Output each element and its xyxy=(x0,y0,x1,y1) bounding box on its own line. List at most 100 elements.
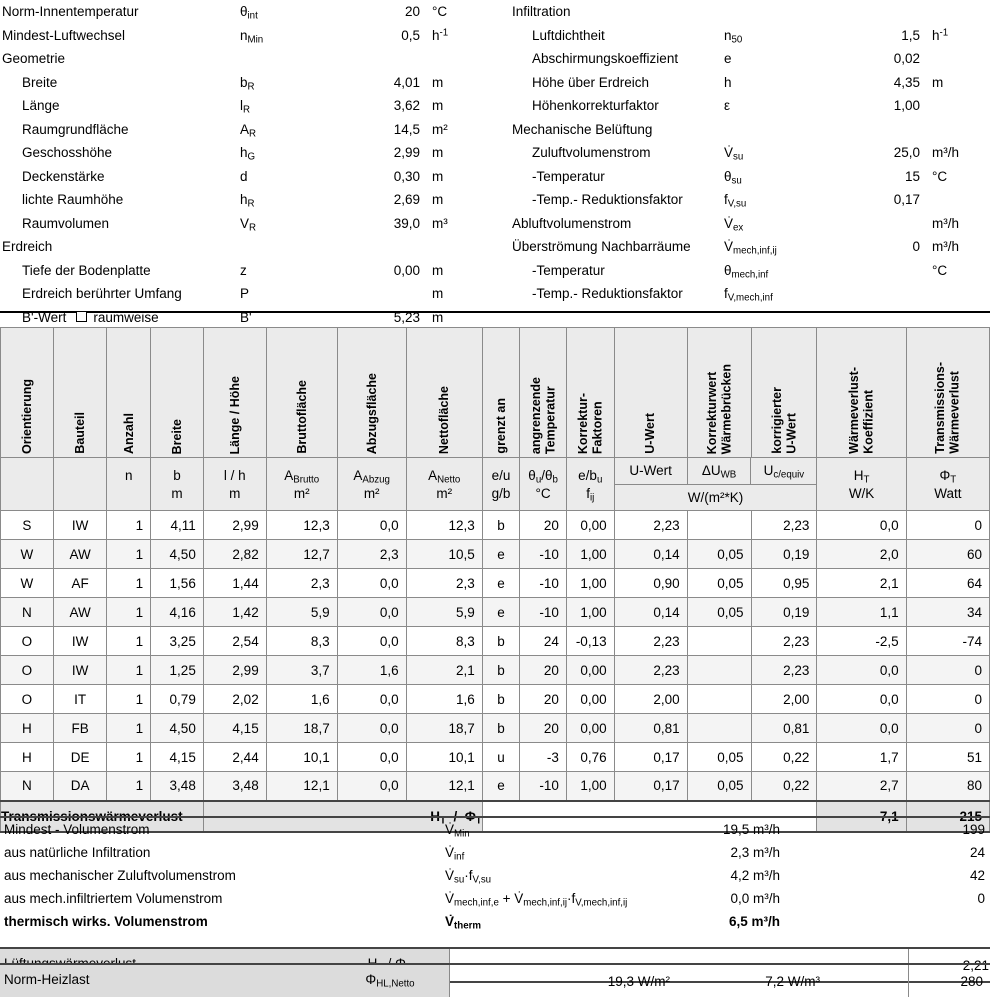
cell-uc[interactable]: 0,19 xyxy=(750,539,818,569)
cell-fkorr[interactable]: 1,00 xyxy=(565,597,615,627)
cell-uc[interactable]: 0,81 xyxy=(750,713,818,743)
cell-lh[interactable]: 2,99 xyxy=(202,510,267,540)
cell-grenzt[interactable]: b xyxy=(481,655,521,685)
cell-b[interactable]: 4,16 xyxy=(150,597,204,627)
cell-aabzug[interactable]: 0,0 xyxy=(336,684,407,714)
cell-bauteil[interactable]: IW xyxy=(52,626,108,656)
cell-n[interactable]: 1 xyxy=(106,568,152,598)
cell-bauteil[interactable]: FB xyxy=(52,713,108,743)
cell-b[interactable]: 1,25 xyxy=(150,655,204,685)
cell-abrutto[interactable]: 12,1 xyxy=(265,771,338,801)
cell-n[interactable]: 1 xyxy=(106,713,152,743)
cell-phit[interactable]: 34 xyxy=(905,597,991,627)
cell-abrutto[interactable]: 1,6 xyxy=(265,684,338,714)
parameter-value[interactable]: 0,00 xyxy=(393,262,420,278)
parameter-value[interactable]: 15 xyxy=(904,168,920,184)
cell-duwb[interactable] xyxy=(686,510,752,540)
cell-n[interactable]: 1 xyxy=(106,771,152,801)
parameter-value[interactable]: 4,35 xyxy=(893,74,920,90)
cell-b[interactable]: 4,50 xyxy=(150,539,204,569)
cell-duwb[interactable] xyxy=(686,655,752,685)
cell-phit[interactable]: 0 xyxy=(905,510,991,540)
parameter-value[interactable]: 5,23 xyxy=(393,309,420,325)
cell-n[interactable]: 1 xyxy=(106,626,152,656)
cell-uc[interactable]: 2,23 xyxy=(750,626,818,656)
table-row[interactable]: W AW 1 4,50 2,82 12,7 2,3 10,5 e -10 1,00 0,14 0,05 0… xyxy=(0,539,991,569)
parameter-value[interactable]: 39,0 xyxy=(393,215,420,231)
cell-lh[interactable]: 2,02 xyxy=(202,684,267,714)
cell-anetto[interactable]: 1,6 xyxy=(405,684,483,714)
parameter-value[interactable]: 0,30 xyxy=(393,168,420,184)
cell-abrutto[interactable]: 3,7 xyxy=(265,655,338,685)
cell-n[interactable]: 1 xyxy=(106,597,152,627)
parameter-value[interactable]: 2,99 xyxy=(393,145,420,160)
cell-lh[interactable]: 2,82 xyxy=(202,539,267,569)
cell-uwert[interactable]: 2,23 xyxy=(613,655,688,685)
cell-phit[interactable]: 60 xyxy=(905,539,991,569)
cell-temp[interactable]: -10 xyxy=(519,597,567,627)
cell-orient[interactable]: W xyxy=(0,539,54,569)
cell-ht[interactable]: 0,0 xyxy=(816,655,907,685)
cell-aabzug[interactable]: 0,0 xyxy=(336,597,407,627)
cell-aabzug[interactable]: 2,3 xyxy=(336,539,407,569)
cell-abrutto[interactable]: 10,1 xyxy=(265,742,338,772)
cell-aabzug[interactable]: 0,0 xyxy=(336,742,407,772)
cell-grenzt[interactable]: e xyxy=(481,539,521,569)
parameter-value[interactable]: 25,0 xyxy=(893,145,920,160)
cell-bauteil[interactable]: AW xyxy=(52,539,108,569)
cell-grenzt[interactable]: b xyxy=(481,713,521,743)
parameter-value[interactable]: 2,69 xyxy=(393,192,420,207)
cell-bauteil[interactable]: AF xyxy=(52,568,108,598)
cell-uc[interactable]: 0,22 xyxy=(750,771,818,801)
cell-phit[interactable]: 80 xyxy=(905,771,991,801)
table-row[interactable]: O IW 1 1,25 2,99 3,7 1,6 2,1 b 20 0,00 2,23 2,23 0,0 0 xyxy=(0,655,991,685)
cell-uwert[interactable]: 0,14 xyxy=(613,597,688,627)
cell-aabzug[interactable]: 0,0 xyxy=(336,510,407,540)
cell-temp[interactable]: 20 xyxy=(519,510,567,540)
cell-lh[interactable]: 3,48 xyxy=(202,771,267,801)
parameter-value[interactable]: 20 xyxy=(404,4,420,19)
cell-phit[interactable]: 51 xyxy=(905,742,991,772)
cell-duwb[interactable] xyxy=(686,626,752,656)
cell-aabzug[interactable]: 0,0 xyxy=(336,771,407,801)
cell-fkorr[interactable]: 1,00 xyxy=(565,539,615,569)
cell-anetto[interactable]: 18,7 xyxy=(405,713,483,743)
cell-orient[interactable]: N xyxy=(0,597,54,627)
cell-uwert[interactable]: 0,90 xyxy=(613,568,688,598)
cell-fkorr[interactable]: 0,00 xyxy=(565,713,615,743)
cell-phit[interactable]: -74 xyxy=(905,626,991,656)
table-row[interactable]: O IW 1 3,25 2,54 8,3 0,0 8,3 b 24 -0,13 2,23 2,23 -2,… xyxy=(0,626,991,656)
cell-uc[interactable]: 0,95 xyxy=(750,568,818,598)
table-row[interactable]: S IW 1 4,11 2,99 12,3 0,0 12,3 b 20 0,00 2,23 2,23 0,… xyxy=(0,510,991,540)
cell-uwert[interactable]: 0,17 xyxy=(613,771,688,801)
cell-grenzt[interactable]: e xyxy=(481,597,521,627)
cell-temp[interactable]: -10 xyxy=(519,771,567,801)
cell-ht[interactable]: 2,0 xyxy=(816,539,907,569)
cell-ht[interactable]: 0,0 xyxy=(816,510,907,540)
cell-bauteil[interactable]: DE xyxy=(52,742,108,772)
cell-orient[interactable]: N xyxy=(0,771,54,801)
cell-duwb[interactable] xyxy=(686,684,752,714)
parameter-value[interactable]: 0 xyxy=(912,239,920,254)
cell-fkorr[interactable]: 0,00 xyxy=(565,684,615,714)
parameter-value[interactable]: 4,01 xyxy=(393,74,420,90)
parameter-value[interactable]: 0,02 xyxy=(893,51,920,66)
cell-fkorr[interactable]: 0,00 xyxy=(565,510,615,540)
cell-temp[interactable]: -3 xyxy=(519,742,567,772)
cell-abrutto[interactable]: 18,7 xyxy=(265,713,338,743)
cell-n[interactable]: 1 xyxy=(106,539,152,569)
cell-phit[interactable]: 0 xyxy=(905,713,991,743)
cell-ht[interactable]: 0,0 xyxy=(816,684,907,714)
cell-bauteil[interactable]: DA xyxy=(52,771,108,801)
cell-lh[interactable]: 1,42 xyxy=(202,597,267,627)
cell-orient[interactable]: H xyxy=(0,713,54,743)
cell-orient[interactable]: O xyxy=(0,626,54,656)
cell-lh[interactable]: 2,99 xyxy=(202,655,267,685)
cell-grenzt[interactable]: e xyxy=(481,771,521,801)
cell-bauteil[interactable]: IT xyxy=(52,684,108,714)
cell-abrutto[interactable]: 5,9 xyxy=(265,597,338,627)
cell-temp[interactable]: 24 xyxy=(519,626,567,656)
cell-uwert[interactable]: 2,23 xyxy=(613,510,688,540)
cell-lh[interactable]: 1,44 xyxy=(202,568,267,598)
cell-duwb[interactable]: 0,05 xyxy=(686,771,752,801)
